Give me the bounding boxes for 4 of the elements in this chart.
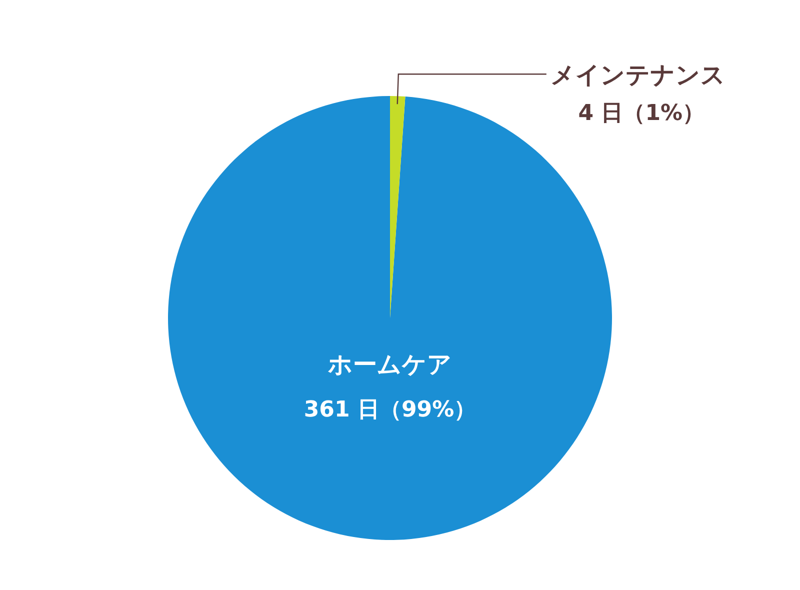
data-label: 4 日（1%） [578,101,705,126]
slice-label: ホームケア [327,350,452,379]
slice-label: メインテナンス [550,61,726,90]
data-label: 361 日（99%） [304,398,476,423]
